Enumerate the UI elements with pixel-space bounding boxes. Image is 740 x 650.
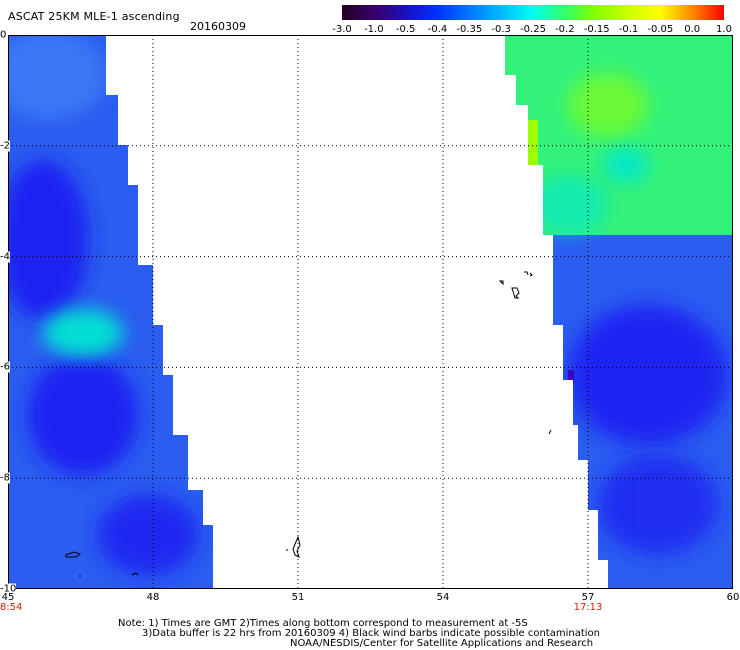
- right-swath-lime-patch: [568, 73, 648, 137]
- colorbar-tick-label: 0.0: [684, 24, 701, 35]
- colorbar-tick-label: -0.3: [491, 24, 511, 35]
- right-swath-cyan-eddy: [604, 147, 648, 183]
- right-swath-lime-edge: [528, 120, 538, 165]
- colorbar-tick-label: -0.1: [618, 24, 639, 35]
- colorbar: [342, 5, 724, 20]
- colorbar-tick-label: -0.5: [395, 24, 416, 35]
- comoros-island-2: [511, 287, 520, 299]
- left-swath-dark-region-bottom: [98, 495, 198, 575]
- footer-credit: NOAA/NESDIS/Center for Satellite Applica…: [290, 638, 594, 649]
- latitude-label: 0: [0, 29, 7, 41]
- pass-time-label: 17:13: [573, 602, 603, 613]
- colorbar-tick-label: -1.0: [364, 24, 384, 35]
- left-swath: [8, 35, 213, 588]
- right-swath-purple-pixel: [568, 370, 574, 384]
- latitude-label: -6: [0, 361, 10, 373]
- left-swath-dark-region-lower: [28, 355, 138, 475]
- reef-1: [65, 551, 82, 558]
- pass-time-label: 18:54: [0, 602, 23, 613]
- graticule: [8, 35, 733, 589]
- latitude-label: -8: [0, 472, 10, 484]
- colorbar-tick-label: -0.35: [456, 24, 483, 35]
- latitude-label: -10: [0, 583, 17, 595]
- longitude-label: 48: [146, 592, 160, 603]
- longitude-label: 54: [436, 592, 450, 603]
- right-swath-dark-region-lower: [598, 455, 718, 555]
- latitude-label: -4: [0, 251, 10, 263]
- right-swath: [505, 35, 733, 588]
- footer-note-line2: 3)Data buffer is 22 hrs from 20160309 4)…: [142, 628, 600, 639]
- map-date: 20160309: [190, 20, 246, 33]
- map-frame: [8, 35, 733, 589]
- footer-note-line1: Note: 1) Times are GMT 2)Times along bot…: [118, 618, 528, 629]
- map-title: ASCAT 25KM MLE-1 ascending: [8, 10, 180, 23]
- swath-map: [8, 35, 733, 589]
- latitude-label: -2: [0, 140, 10, 152]
- reef-4: [548, 429, 552, 435]
- longitude-label: 60: [726, 592, 740, 603]
- left-swath-midblue-top: [8, 35, 108, 120]
- colorbar-tick-label: -3.0: [332, 24, 352, 35]
- colorbar-tick-label: -0.2: [555, 24, 575, 35]
- right-swath-cyan-fringe: [528, 175, 608, 235]
- colorbar-tick-label: -0.05: [647, 24, 674, 35]
- left-swath-cyan-patch: [43, 309, 123, 357]
- left-swath-lime-pixel: [163, 338, 171, 348]
- comoros-island-1: [498, 280, 504, 286]
- right-swath-dark-region: [568, 305, 728, 445]
- reef-3: [131, 572, 139, 576]
- colorbar-tick-label: -0.15: [583, 24, 610, 35]
- longitude-label: 51: [291, 592, 305, 603]
- left-swath-dark-region-upper: [8, 160, 88, 320]
- longitude-label: 45: [1, 592, 15, 603]
- colorbar-tick-label: -0.4: [427, 24, 448, 35]
- madagascar-coast: [292, 535, 301, 558]
- colorbar-tick-label: 1.0: [716, 24, 732, 35]
- island-cluster: [524, 271, 533, 277]
- longitude-label: 57: [581, 592, 595, 603]
- colorbar-tick-label: -0.25: [520, 24, 546, 35]
- coastlines: [65, 271, 552, 577]
